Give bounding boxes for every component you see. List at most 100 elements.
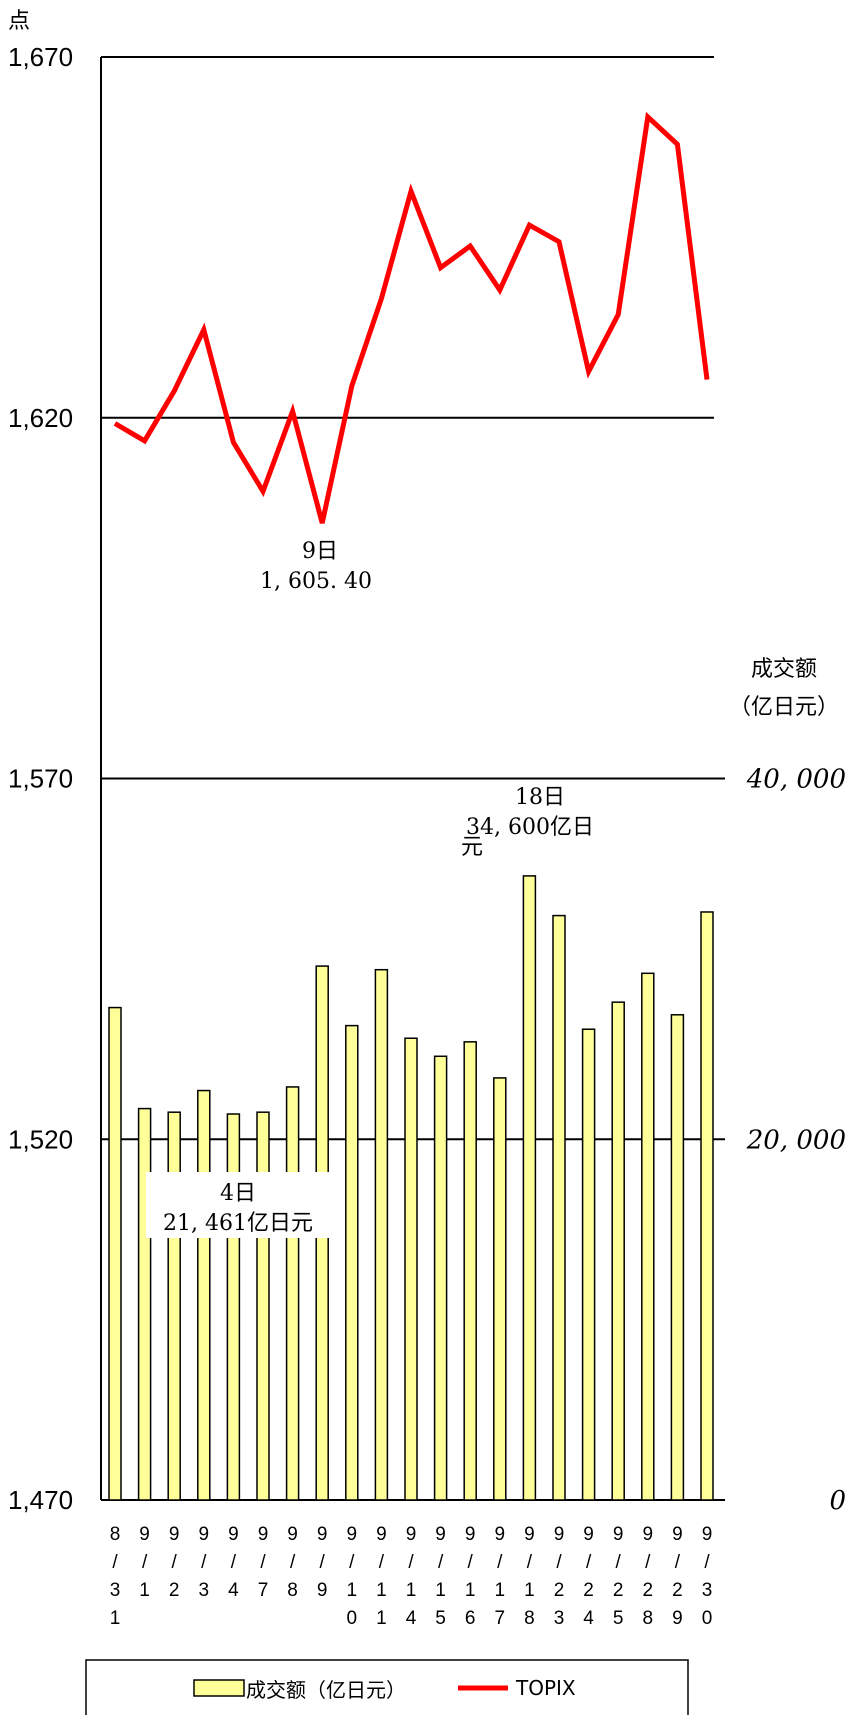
- left-axis-ticks: 1,670 1,620 1,570 1,520 1,470: [8, 42, 73, 1515]
- legend-box: [85, 1659, 689, 1715]
- x-tick-char: 0: [347, 1608, 358, 1629]
- x-tick-label: 9 / 1: [139, 1524, 150, 1601]
- left-tick-label: 1,670: [8, 42, 73, 72]
- right-tick-label: 20, 000: [746, 1125, 846, 1155]
- volume-bar: [285, 1086, 300, 1501]
- x-tick-char: 1: [465, 1580, 476, 1601]
- volume-bar: [670, 1014, 685, 1501]
- x-tick-char: 8: [110, 1524, 121, 1545]
- volume-bar: [256, 1111, 270, 1501]
- x-tick-char: 9: [465, 1524, 476, 1545]
- volume-bar: [137, 1107, 152, 1501]
- x-tick-char: 3: [554, 1608, 565, 1629]
- x-tick-label: 9 / 1 1: [376, 1524, 387, 1629]
- x-tick-char: 1: [139, 1580, 150, 1601]
- annotation-min-volume: 4日 21, 461亿日元: [146, 1172, 330, 1238]
- x-tick-char: /: [645, 1552, 651, 1573]
- x-tick-label: 9 / 1 7: [495, 1524, 506, 1629]
- x-tick-char: 4: [228, 1580, 239, 1601]
- x-tick-char: 9: [643, 1524, 654, 1545]
- x-tick-char: 5: [435, 1608, 446, 1629]
- x-tick-char: 5: [613, 1608, 624, 1629]
- volume-bar: [197, 1089, 211, 1501]
- x-tick-char: 9: [406, 1524, 417, 1545]
- x-tick-char: /: [438, 1552, 444, 1573]
- legend-bar-label: 成交额（亿日元）: [246, 1678, 406, 1702]
- x-tick-label: 9 / 2 8: [643, 1524, 654, 1629]
- left-tick-label: 1,470: [8, 1485, 73, 1515]
- x-tick-char: /: [379, 1552, 385, 1573]
- x-tick-char: /: [704, 1552, 710, 1573]
- volume-bar: [641, 972, 655, 1501]
- x-tick-char: /: [320, 1552, 326, 1573]
- x-tick-char: 9: [583, 1524, 594, 1545]
- x-tick-char: 0: [702, 1608, 713, 1629]
- volume-bar: [345, 1024, 359, 1501]
- x-tick-char: /: [586, 1552, 592, 1573]
- annotation-min-topix-date: 9日: [302, 539, 338, 564]
- x-tick-label: 9 / 9: [317, 1524, 328, 1601]
- x-tick-char: 9: [258, 1524, 269, 1545]
- x-tick-char: 9: [672, 1608, 683, 1629]
- x-tick-char: /: [468, 1552, 474, 1573]
- volume-bar: [611, 1001, 625, 1501]
- volume-bar: [108, 1006, 122, 1501]
- x-tick-label: 9 / 2 4: [583, 1524, 594, 1629]
- x-tick-label: 9 / 2 3: [554, 1524, 565, 1629]
- x-tick-label: 9 / 1 5: [435, 1524, 446, 1629]
- x-tick-char: 2: [613, 1580, 624, 1601]
- x-tick-char: 3: [199, 1580, 210, 1601]
- x-tick-char: 8: [287, 1580, 298, 1601]
- annotation-min-topix: 9日 1, 605. 40: [260, 539, 372, 594]
- x-tick-char: 6: [465, 1608, 476, 1629]
- x-tick-label: 9 / 3 0: [702, 1524, 713, 1629]
- x-tick-char: 2: [643, 1580, 654, 1601]
- x-tick-char: 1: [347, 1580, 358, 1601]
- x-tick-label: 9 / 1 4: [406, 1524, 417, 1629]
- x-tick-char: 7: [495, 1608, 506, 1629]
- x-tick-label: 9 / 1 6: [465, 1524, 476, 1629]
- annotation-min-volume-value: 21, 461亿日元: [163, 1211, 313, 1236]
- volume-bars: [108, 875, 714, 1501]
- x-tick-char: 9: [495, 1524, 506, 1545]
- x-tick-char: 7: [258, 1580, 269, 1601]
- x-tick-char: /: [142, 1552, 148, 1573]
- x-tick-char: /: [497, 1552, 503, 1573]
- x-tick-char: 2: [672, 1580, 683, 1601]
- x-tick-label: 9 / 8: [287, 1524, 298, 1601]
- x-tick-char: /: [172, 1552, 178, 1573]
- x-tick-char: 1: [110, 1608, 121, 1629]
- topix-series-line: [113, 111, 710, 524]
- x-tick-char: 8: [643, 1608, 654, 1629]
- x-tick-char: 9: [435, 1524, 446, 1545]
- x-tick-char: 2: [583, 1580, 594, 1601]
- annotation-min-topix-value: 1, 605. 40: [260, 569, 372, 594]
- x-tick-char: 9: [169, 1524, 180, 1545]
- annotation-min-volume-bg: [146, 1172, 330, 1238]
- left-tick-label: 1,520: [8, 1124, 73, 1154]
- x-tick-char: 9: [287, 1524, 298, 1545]
- annotation-max-volume: 18日 34, 600亿日 元: [461, 785, 594, 860]
- x-tick-label: 9 / 2: [169, 1524, 180, 1601]
- x-tick-label: 9 / 4: [228, 1524, 239, 1601]
- volume-bar: [463, 1041, 477, 1501]
- x-tick-char: 1: [495, 1580, 506, 1601]
- annotation-min-volume-date: 4日: [220, 1181, 256, 1206]
- topix-line: [113, 111, 710, 524]
- x-tick-char: 3: [702, 1580, 713, 1601]
- legend: 成交额（亿日元） TOPIX: [85, 1659, 689, 1715]
- x-tick-char: /: [675, 1552, 681, 1573]
- x-tick-label: 9 / 1 8: [524, 1524, 535, 1629]
- x-tick-char: /: [290, 1552, 296, 1573]
- right-axis-unit-line1: 成交额: [751, 657, 817, 682]
- x-tick-char: 9: [199, 1524, 210, 1545]
- x-tick-char: /: [349, 1552, 355, 1573]
- volume-bar: [404, 1037, 418, 1501]
- x-tick-char: 9: [376, 1524, 387, 1545]
- volume-bar: [433, 1055, 448, 1501]
- volume-bar: [522, 875, 537, 1501]
- x-tick-char: 1: [524, 1580, 535, 1601]
- x-tick-label: 9 / 1 0: [347, 1524, 358, 1629]
- x-tick-char: 9: [613, 1524, 624, 1545]
- right-tick-label: 40, 000: [746, 765, 846, 795]
